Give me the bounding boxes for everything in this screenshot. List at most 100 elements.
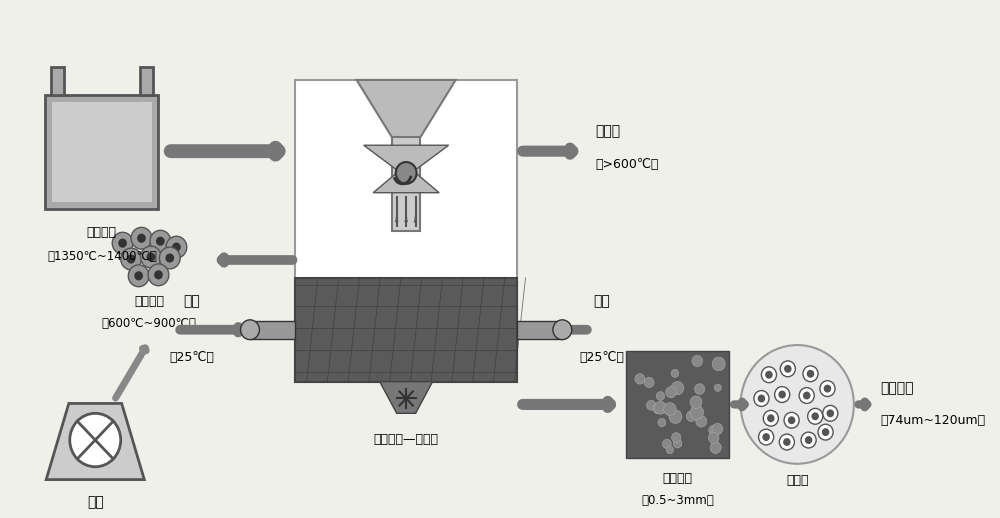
Circle shape xyxy=(70,413,121,467)
Circle shape xyxy=(396,162,417,184)
Circle shape xyxy=(783,438,791,446)
Text: 风机: 风机 xyxy=(87,495,104,509)
Circle shape xyxy=(695,384,705,394)
Polygon shape xyxy=(357,80,456,137)
Text: （>600℃）: （>600℃） xyxy=(595,157,659,170)
Circle shape xyxy=(669,410,682,423)
Text: （600℃~900℃）: （600℃~900℃） xyxy=(102,318,196,330)
Circle shape xyxy=(696,415,707,427)
Bar xyxy=(52,102,152,202)
Circle shape xyxy=(714,384,721,392)
Circle shape xyxy=(799,387,814,404)
Circle shape xyxy=(671,369,679,377)
Bar xyxy=(295,80,517,382)
Circle shape xyxy=(112,232,133,254)
Circle shape xyxy=(666,446,674,454)
Circle shape xyxy=(803,392,810,399)
Circle shape xyxy=(656,392,665,400)
Circle shape xyxy=(710,442,721,453)
Text: 球磨机: 球磨机 xyxy=(786,473,809,487)
Circle shape xyxy=(784,365,792,373)
Circle shape xyxy=(779,434,794,450)
Text: 钒渣粒化—流化床: 钒渣粒化—流化床 xyxy=(374,433,439,446)
Circle shape xyxy=(784,412,799,428)
Polygon shape xyxy=(46,404,144,480)
Circle shape xyxy=(128,265,149,286)
Circle shape xyxy=(712,357,725,371)
Text: 钒渣颗粒: 钒渣颗粒 xyxy=(134,295,164,308)
Circle shape xyxy=(775,386,790,402)
Circle shape xyxy=(662,439,671,449)
Circle shape xyxy=(803,366,818,382)
Circle shape xyxy=(154,270,163,279)
Circle shape xyxy=(127,254,135,264)
Text: 转炉钒液: 转炉钒液 xyxy=(87,226,117,239)
Circle shape xyxy=(159,247,180,269)
Circle shape xyxy=(658,419,666,427)
Circle shape xyxy=(692,355,703,367)
Circle shape xyxy=(644,377,654,387)
Text: （1350℃~1400℃）: （1350℃~1400℃） xyxy=(47,250,157,263)
Circle shape xyxy=(141,246,161,268)
Circle shape xyxy=(647,400,656,410)
Circle shape xyxy=(708,433,719,443)
Circle shape xyxy=(686,411,696,422)
Circle shape xyxy=(767,414,775,422)
Bar xyxy=(392,137,420,232)
Circle shape xyxy=(134,271,143,280)
Circle shape xyxy=(150,231,171,252)
Circle shape xyxy=(778,391,786,398)
Bar xyxy=(295,278,517,382)
Circle shape xyxy=(823,406,838,421)
Circle shape xyxy=(165,253,174,263)
Circle shape xyxy=(811,412,819,420)
Polygon shape xyxy=(364,145,449,177)
Circle shape xyxy=(156,237,165,246)
Circle shape xyxy=(118,239,127,248)
Circle shape xyxy=(148,264,169,286)
Circle shape xyxy=(653,404,662,413)
Text: （25℃）: （25℃） xyxy=(580,352,624,365)
Text: （74um~120um）: （74um~120um） xyxy=(880,414,985,427)
Circle shape xyxy=(635,374,645,384)
Circle shape xyxy=(827,409,834,418)
Circle shape xyxy=(805,436,812,444)
Circle shape xyxy=(780,361,795,377)
Circle shape xyxy=(121,248,141,270)
Circle shape xyxy=(131,227,152,249)
Circle shape xyxy=(712,423,723,435)
Circle shape xyxy=(763,410,778,426)
Circle shape xyxy=(761,367,777,383)
Circle shape xyxy=(765,371,773,379)
Circle shape xyxy=(824,385,831,393)
Circle shape xyxy=(690,405,704,420)
Circle shape xyxy=(672,433,681,442)
Circle shape xyxy=(822,428,829,436)
Circle shape xyxy=(166,236,187,258)
Text: 热空气: 热空气 xyxy=(595,124,620,138)
Bar xyxy=(517,321,562,339)
Text: （25℃）: （25℃） xyxy=(169,352,214,365)
Circle shape xyxy=(807,370,814,378)
Circle shape xyxy=(758,395,765,402)
Circle shape xyxy=(820,381,835,396)
Circle shape xyxy=(673,439,682,448)
Bar xyxy=(140,67,153,95)
Circle shape xyxy=(671,381,684,395)
Bar xyxy=(51,67,64,95)
Circle shape xyxy=(137,234,146,243)
Circle shape xyxy=(741,345,854,464)
Bar xyxy=(250,321,295,339)
Circle shape xyxy=(754,391,769,407)
Polygon shape xyxy=(373,165,439,193)
Circle shape xyxy=(553,320,572,340)
Circle shape xyxy=(664,402,676,415)
Circle shape xyxy=(666,386,676,398)
Circle shape xyxy=(808,408,823,424)
Circle shape xyxy=(690,396,702,408)
Bar xyxy=(626,351,729,458)
Circle shape xyxy=(788,416,795,424)
Circle shape xyxy=(818,424,833,440)
Circle shape xyxy=(709,425,719,436)
Circle shape xyxy=(172,242,181,252)
